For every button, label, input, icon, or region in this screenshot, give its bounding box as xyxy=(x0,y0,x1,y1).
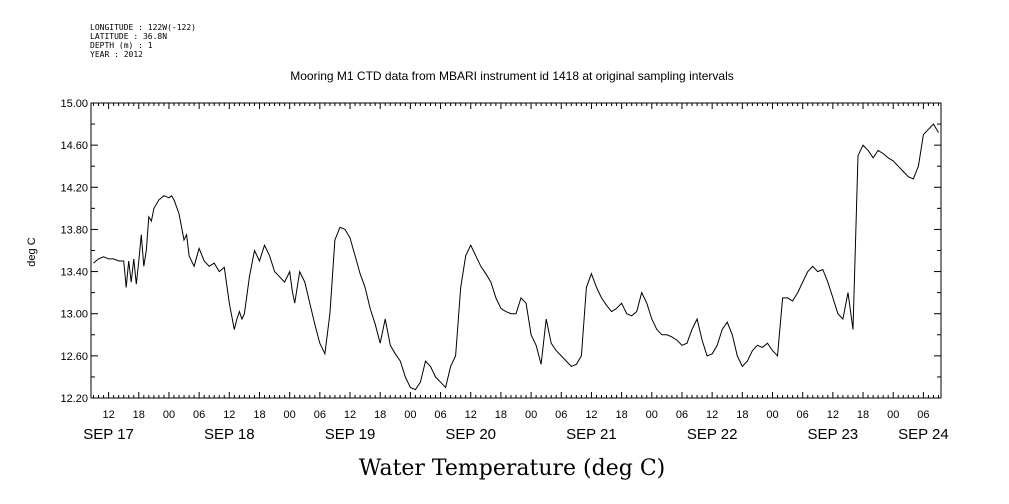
x-hour-tick-label: 18 xyxy=(615,409,627,421)
y-tick-label: 15.00 xyxy=(60,98,88,110)
x-hour-tick-label: 00 xyxy=(646,409,658,421)
y-tick-label: 12.60 xyxy=(60,351,88,363)
x-hour-tick-label: 00 xyxy=(525,409,537,421)
x-hour-tick-label: 12 xyxy=(344,409,356,421)
x-hour-tick-label: 06 xyxy=(917,409,929,421)
x-hour-tick-label: 06 xyxy=(314,409,326,421)
y-tick-label: 14.20 xyxy=(60,182,88,194)
x-hour-tick-label: 12 xyxy=(465,409,477,421)
x-hour-tick-label: 06 xyxy=(434,409,446,421)
x-hour-tick-label: 18 xyxy=(374,409,386,421)
x-hour-tick-label: 06 xyxy=(797,409,809,421)
x-hour-tick-label: 18 xyxy=(857,409,869,421)
x-hour-tick-label: 18 xyxy=(253,409,265,421)
x-hour-tick-label: 06 xyxy=(676,409,688,421)
x-hour-tick-label: 12 xyxy=(827,409,839,421)
x-day-label: SEP 20 xyxy=(445,426,496,443)
y-tick-label: 14.60 xyxy=(60,140,88,152)
x-hour-tick-label: 18 xyxy=(495,409,507,421)
longitude-label: LONGITUDE : 122W(-122) xyxy=(90,23,196,32)
x-hour-tick-label: 12 xyxy=(223,409,235,421)
x-hour-tick-label: 00 xyxy=(163,409,175,421)
y-tick-label: 12.20 xyxy=(60,393,88,405)
chart-title: Mooring M1 CTD data from MBARI instrumen… xyxy=(290,69,734,83)
x-hour-tick-label: 00 xyxy=(404,409,416,421)
x-day-label: SEP 18 xyxy=(204,426,255,443)
x-day-label: SEP 19 xyxy=(325,426,376,443)
x-hour-tick-label: 00 xyxy=(887,409,899,421)
x-axis xyxy=(93,103,939,398)
y-tick-label: 13.40 xyxy=(60,267,88,279)
x-hour-tick-label: 00 xyxy=(766,409,778,421)
x-hour-tick-label: 18 xyxy=(133,409,145,421)
y-tick-label: 13.80 xyxy=(60,224,88,236)
x-axis-labels: 12 18 00 06 12 18 00 06 12 18 00 06 12 18 00 06 12 18 00 06… xyxy=(83,409,948,443)
x-day-label: SEP 17 xyxy=(83,426,134,443)
y-axis-label: deg C xyxy=(26,237,38,266)
depth-label: DEPTH (m) : 1 xyxy=(90,41,153,50)
x-hour-tick-label: 12 xyxy=(706,409,718,421)
year-label: YEAR : 2012 xyxy=(90,50,143,59)
x-hour-tick-label: 12 xyxy=(585,409,597,421)
x-day-label: SEP 23 xyxy=(808,426,859,443)
x-hour-tick-label: 18 xyxy=(736,409,748,421)
chart-metadata: LONGITUDE : 122W(-122) LATITUDE : 36.8N … xyxy=(90,23,196,59)
x-hour-tick-label: 06 xyxy=(193,409,205,421)
x-hour-tick-label: 12 xyxy=(102,409,114,421)
x-hour-tick-label: 06 xyxy=(555,409,567,421)
water-temperature-line xyxy=(93,123,939,391)
x-day-label: SEP 24 xyxy=(898,426,949,443)
x-day-label: SEP 21 xyxy=(566,426,617,443)
latitude-label: LATITUDE : 36.8N xyxy=(90,32,167,41)
x-hour-tick-label: 00 xyxy=(284,409,296,421)
chart-caption: Water Temperature (deg C) xyxy=(359,456,666,481)
y-axis: 12.20 12.60 13.00 13.40 13.80 14.20 14.60 15.00 xyxy=(60,98,941,405)
plot-frame xyxy=(90,102,942,399)
y-tick-label: 13.00 xyxy=(60,309,88,321)
x-day-label: SEP 22 xyxy=(687,426,738,443)
